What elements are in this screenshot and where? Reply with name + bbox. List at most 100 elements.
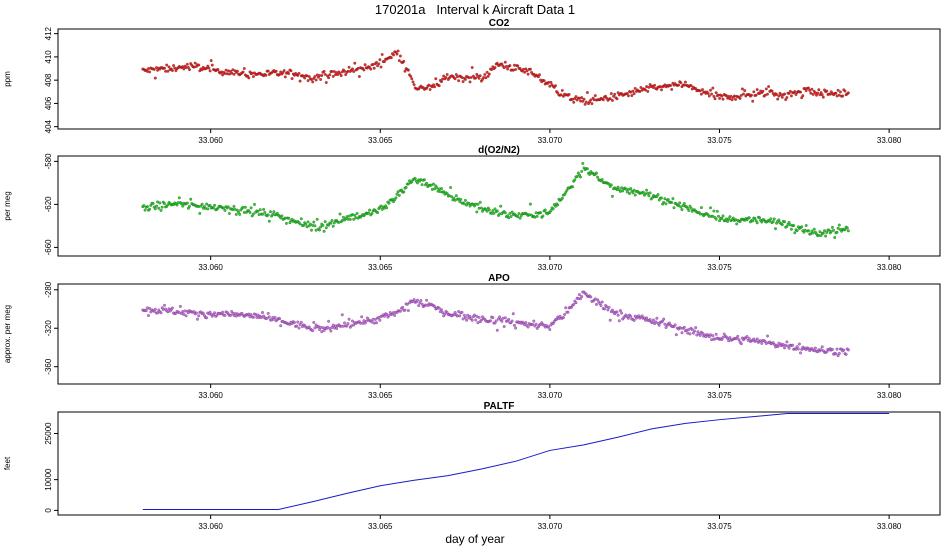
data-point bbox=[510, 210, 514, 214]
data-point bbox=[310, 78, 313, 81]
data-point bbox=[500, 319, 504, 323]
data-point bbox=[564, 306, 568, 310]
data-point bbox=[327, 76, 331, 80]
data-point bbox=[613, 92, 617, 96]
data-point bbox=[687, 209, 691, 212]
data-point bbox=[378, 58, 382, 62]
data-point bbox=[469, 76, 473, 79]
altitude-line bbox=[142, 413, 890, 510]
data-point bbox=[461, 317, 465, 321]
data-point bbox=[320, 330, 324, 334]
data-point bbox=[644, 88, 647, 92]
data-point bbox=[737, 338, 741, 342]
data-point bbox=[272, 210, 276, 214]
data-point bbox=[607, 305, 611, 309]
data-point bbox=[307, 325, 311, 329]
data-point bbox=[208, 310, 212, 314]
data-point bbox=[731, 216, 735, 220]
data-point bbox=[495, 209, 499, 213]
data-point bbox=[663, 322, 667, 326]
data-point bbox=[588, 172, 592, 176]
data-point bbox=[714, 332, 718, 336]
data-point bbox=[608, 318, 612, 322]
data-point bbox=[417, 304, 421, 308]
data-point bbox=[197, 314, 201, 318]
data-point bbox=[752, 337, 756, 341]
data-point bbox=[813, 346, 817, 350]
data-point bbox=[751, 99, 755, 103]
data-point bbox=[249, 313, 253, 316]
data-point bbox=[312, 220, 316, 224]
data-point bbox=[251, 75, 255, 79]
data-point bbox=[479, 206, 483, 210]
data-point bbox=[473, 313, 476, 317]
data-point bbox=[380, 207, 384, 211]
x-tick-label: 33.070 bbox=[538, 522, 563, 531]
data-point bbox=[468, 80, 472, 84]
data-point bbox=[223, 313, 227, 317]
data-point bbox=[579, 175, 582, 179]
data-point bbox=[486, 74, 490, 78]
data-point bbox=[345, 324, 349, 328]
data-point bbox=[367, 211, 370, 215]
y-axis-label: per meg bbox=[3, 191, 12, 220]
data-point bbox=[185, 62, 189, 66]
x-tick-label: 33.065 bbox=[368, 263, 393, 272]
y-tick-label: -280 bbox=[44, 281, 53, 298]
data-point bbox=[153, 207, 157, 211]
data-point bbox=[148, 207, 152, 211]
data-point bbox=[441, 311, 445, 315]
data-point bbox=[479, 318, 483, 322]
data-point bbox=[379, 65, 383, 69]
data-point bbox=[263, 210, 267, 214]
data-point bbox=[332, 221, 336, 225]
y-tick-label: -320 bbox=[44, 320, 53, 337]
data-point bbox=[807, 86, 810, 90]
data-point bbox=[516, 215, 520, 219]
data-point bbox=[331, 224, 335, 228]
data-point bbox=[398, 309, 402, 313]
data-point bbox=[841, 94, 845, 98]
data-point bbox=[327, 223, 331, 227]
data-point bbox=[347, 317, 351, 321]
data-point bbox=[247, 76, 251, 80]
data-point bbox=[541, 214, 545, 218]
data-point bbox=[315, 217, 319, 221]
data-point bbox=[760, 220, 764, 224]
data-point bbox=[406, 309, 410, 312]
data-point bbox=[662, 317, 666, 321]
data-point bbox=[729, 94, 733, 98]
data-point bbox=[682, 202, 686, 205]
data-point bbox=[256, 313, 260, 317]
data-point bbox=[405, 302, 409, 306]
data-point bbox=[283, 75, 287, 79]
data-point bbox=[262, 207, 266, 211]
data-point bbox=[454, 194, 458, 198]
data-point bbox=[352, 323, 356, 327]
data-point bbox=[196, 317, 199, 321]
data-point bbox=[278, 317, 282, 321]
data-point bbox=[145, 205, 149, 209]
data-point bbox=[846, 229, 850, 233]
data-point bbox=[777, 94, 781, 98]
data-point bbox=[401, 305, 405, 309]
data-point bbox=[554, 84, 557, 88]
data-point bbox=[711, 86, 715, 90]
data-point bbox=[584, 100, 588, 104]
data-point bbox=[548, 84, 552, 88]
data-point bbox=[639, 86, 643, 89]
data-point bbox=[633, 193, 637, 197]
data-point bbox=[516, 64, 520, 68]
data-point bbox=[633, 86, 637, 90]
data-point bbox=[728, 336, 732, 340]
data-point bbox=[372, 66, 376, 70]
data-point bbox=[752, 90, 756, 94]
data-point bbox=[170, 306, 174, 310]
data-point bbox=[670, 87, 674, 91]
data-point bbox=[385, 312, 389, 316]
data-point bbox=[655, 316, 659, 320]
data-point bbox=[827, 228, 831, 232]
data-point bbox=[230, 71, 234, 75]
y-tick-label: 412 bbox=[44, 26, 53, 40]
data-point bbox=[460, 310, 464, 314]
